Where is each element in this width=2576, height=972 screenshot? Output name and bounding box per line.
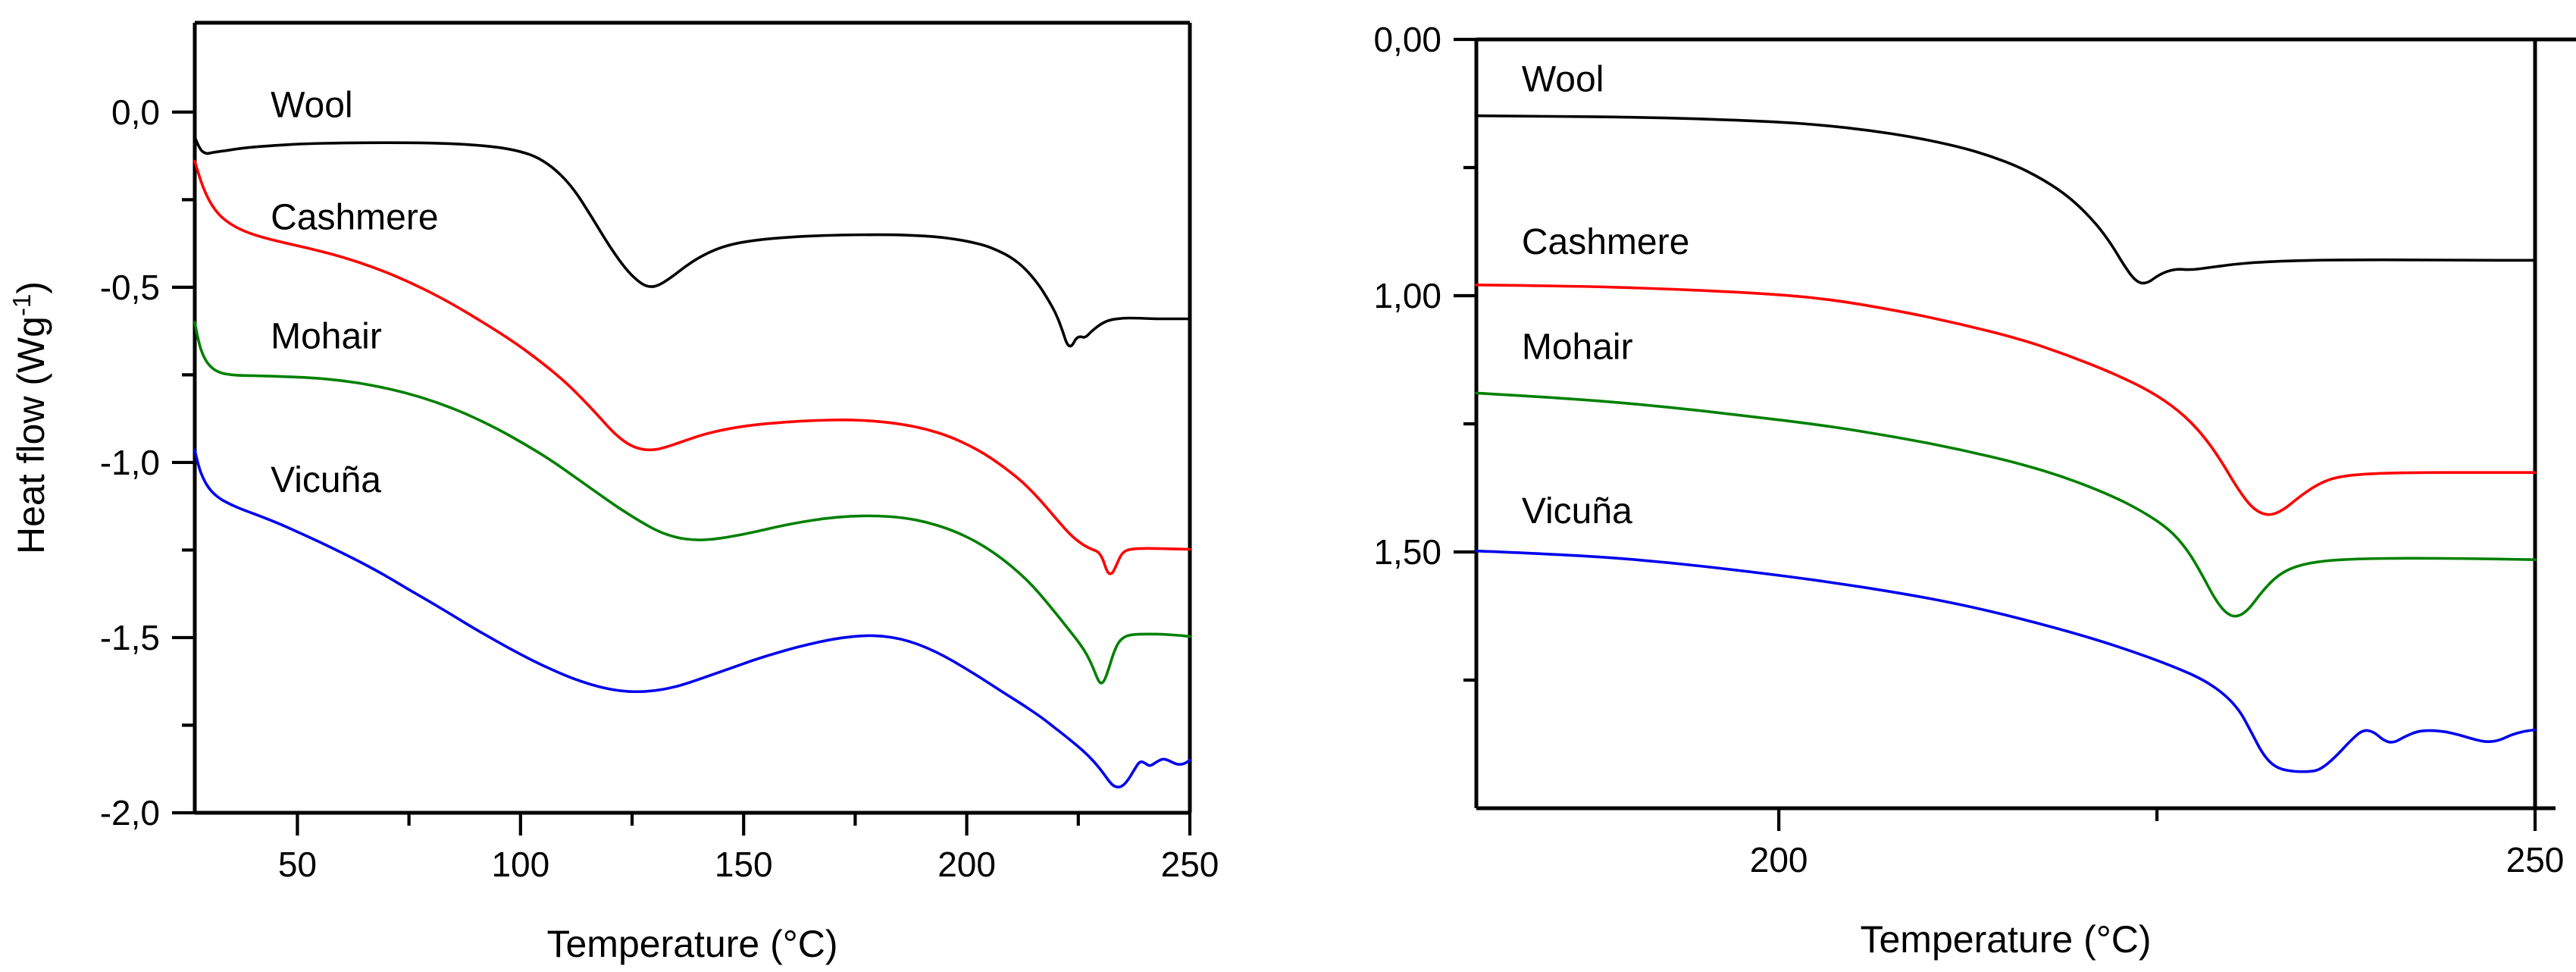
y-tick-label: -1,0 (100, 443, 160, 482)
x-axis-ticks: 200 250 (1750, 808, 2565, 880)
series-label-vicua: Vicuña (1522, 491, 1632, 531)
y-axis-ticks: 0,00 1,00 1,50 (1373, 20, 1476, 682)
x-tick-label: 100 (491, 845, 549, 884)
x-tick-label: 250 (1161, 845, 1219, 884)
x-tick-label: 150 (715, 845, 773, 884)
y-tick-label: -1,5 (100, 618, 160, 657)
series-curve-mohair (1475, 391, 2537, 618)
x-tick-label: 200 (1750, 840, 1808, 880)
x-axis-ticks: 50 100 150 200 250 (278, 813, 1219, 884)
series-label-mohair: Mohair (271, 317, 382, 357)
series-curve-cashmere (193, 159, 1191, 575)
x-tick-label: 250 (2506, 840, 2565, 880)
series-label-wool: Wool (271, 86, 353, 126)
y-axis-title: Heat flow (Wg-1) (8, 281, 52, 554)
x-axis-title: Temperature (°C) (1861, 918, 2152, 961)
series-curve-vicua (193, 448, 1191, 789)
series-label-cashmere: Cashmere (1522, 222, 1689, 262)
series-curve-wool (193, 135, 1191, 348)
y-axis-ticks: 0,0 -0,5 -1,0 -1,5 -2,0 (100, 92, 195, 832)
y-tick-label: 1,00 (1373, 276, 1441, 315)
series-curve-wool (1475, 114, 2537, 285)
series-curve-cashmere (1475, 284, 2537, 516)
y-tick-label: 1,50 (1373, 532, 1441, 572)
chart-dsc-full-range: 50 100 150 200 250 0,0 -0,5 -1,0 -1,5 -2,0 Wool Cas… (8, 20, 1219, 965)
x-axis-title: Temperature (°C) (547, 923, 838, 965)
y-tick-label: 0,0 (111, 92, 160, 132)
axes-frame (192, 20, 1192, 815)
y-tick-label: -2,0 (100, 793, 160, 832)
series-label-vicua: Vicuña (271, 460, 381, 500)
series-label-mohair: Mohair (1522, 328, 1633, 368)
x-tick-label: 200 (937, 845, 996, 884)
series-label-wool: Wool (1522, 59, 1604, 99)
series-curve-vicua (1475, 549, 2537, 773)
axes-frame (1474, 37, 2576, 811)
series-label-cashmere: Cashmere (271, 197, 438, 237)
y-tick-label: -0,5 (100, 268, 160, 307)
series-curve-mohair (193, 321, 1191, 685)
x-tick-label: 50 (278, 845, 317, 884)
chart-dsc-zoom-high-temp: 200 250 0,00 1,00 1,50 Wool Cashmere Mohair Vicu… (1373, 20, 2576, 961)
y-tick-label: 0,00 (1373, 20, 1441, 59)
